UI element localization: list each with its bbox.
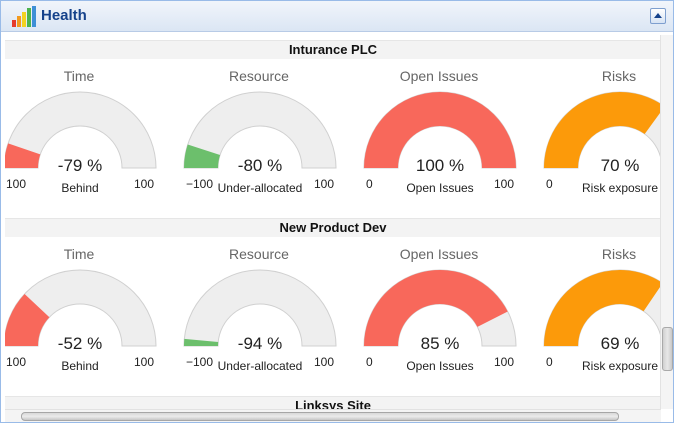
vertical-scrollbar[interactable] — [660, 35, 673, 409]
gauge-caption: Behind — [61, 181, 98, 195]
resource-gauge: -80 % Under-allocated −100 100 — [183, 91, 337, 195]
gauge-caption: Under-allocated — [218, 181, 303, 195]
collapse-button[interactable] — [650, 8, 666, 24]
gauge-label: Resource — [229, 68, 289, 84]
gauge-fill — [364, 92, 516, 168]
gauge-max-label: 100 — [314, 177, 334, 191]
gauge-label: Time — [63, 68, 95, 84]
resource-gauge: -94 % Under-allocated −100 100 — [183, 269, 337, 373]
gauge-track — [183, 91, 337, 169]
gauge-min-label: −100 — [186, 355, 213, 369]
gauge-caption: Risk exposure — [582, 359, 658, 373]
gauge-fill — [364, 270, 508, 346]
gauge-label: Risks — [601, 246, 637, 262]
horizontal-scroll-thumb[interactable] — [21, 412, 619, 421]
gauge-min-label: 100 — [6, 355, 26, 369]
gauge-value: -94 % — [238, 334, 282, 353]
horizontal-scrollbar[interactable] — [5, 409, 661, 422]
gauge-fill — [184, 144, 221, 168]
gauge-caption: Under-allocated — [218, 359, 303, 373]
gauge-label: Time — [63, 246, 95, 262]
bar-chart-icon — [12, 6, 36, 27]
gauge-fill — [544, 92, 661, 168]
gauge-min-label: 100 — [6, 177, 26, 191]
gauge-track — [183, 269, 337, 347]
gauge-caption: Open Issues — [406, 181, 473, 195]
gauge-value: 69 % — [601, 334, 640, 353]
risks-gauge: 70 % Risk exposure 0 — [543, 91, 661, 195]
panel-title: Health — [41, 7, 87, 24]
time-gauge: -79 % Behind 100 100 — [5, 91, 157, 195]
gauge-value: -80 % — [238, 156, 282, 175]
gauge-min-label: 0 — [366, 177, 373, 191]
gauge-value: 70 % — [601, 156, 640, 175]
gauge-label: Open Issues — [399, 68, 479, 84]
vertical-scroll-thumb[interactable] — [662, 327, 673, 371]
chevron-up-icon — [654, 13, 662, 18]
gauge-fill — [5, 143, 41, 168]
gauge-caption: Open Issues — [406, 359, 473, 373]
time-gauge: -52 % Behind 100 100 — [5, 269, 157, 373]
gauge-value: -52 % — [58, 334, 102, 353]
health-content: Inturance PLC Time -79 % Behind 100 100 Res… — [5, 35, 661, 409]
gauge-track — [5, 269, 157, 347]
gauge-max-label: 100 — [134, 177, 154, 191]
gauge-min-label: 0 — [366, 355, 373, 369]
gauge-value: -79 % — [58, 156, 102, 175]
risks-gauge: 69 % Risk exposure 0 — [543, 269, 661, 373]
project-title: New Product Dev — [5, 218, 661, 237]
panel-header: Health — [1, 1, 673, 32]
gauge-max-label: 100 — [494, 355, 514, 369]
project-title: Inturance PLC — [5, 40, 661, 59]
gauge-max-label: 100 — [314, 355, 334, 369]
gauge-caption: Risk exposure — [582, 181, 658, 195]
gauge-fill — [5, 293, 50, 346]
project-title: Linksys Site — [5, 396, 661, 409]
gauge-track — [5, 91, 157, 169]
gauge-label: Resource — [229, 246, 289, 262]
gauge-label: Open Issues — [399, 246, 479, 262]
gauge-min-label: 0 — [546, 177, 553, 191]
gauge-fill — [544, 270, 661, 346]
gauge-min-label: 0 — [546, 355, 553, 369]
gauge-caption: Behind — [61, 359, 98, 373]
gauge-value: 100 % — [416, 156, 464, 175]
open-issues-gauge: 85 % Open Issues 0 100 — [363, 269, 517, 373]
gauge-min-label: −100 — [186, 177, 213, 191]
gauge-label: Risks — [601, 68, 637, 84]
gauge-max-label: 100 — [494, 177, 514, 191]
open-issues-gauge: 100 % Open Issues 0 100 — [363, 91, 517, 195]
gauge-value: 85 % — [421, 334, 460, 353]
gauge-fill — [184, 338, 219, 346]
gauge-max-label: 100 — [134, 355, 154, 369]
